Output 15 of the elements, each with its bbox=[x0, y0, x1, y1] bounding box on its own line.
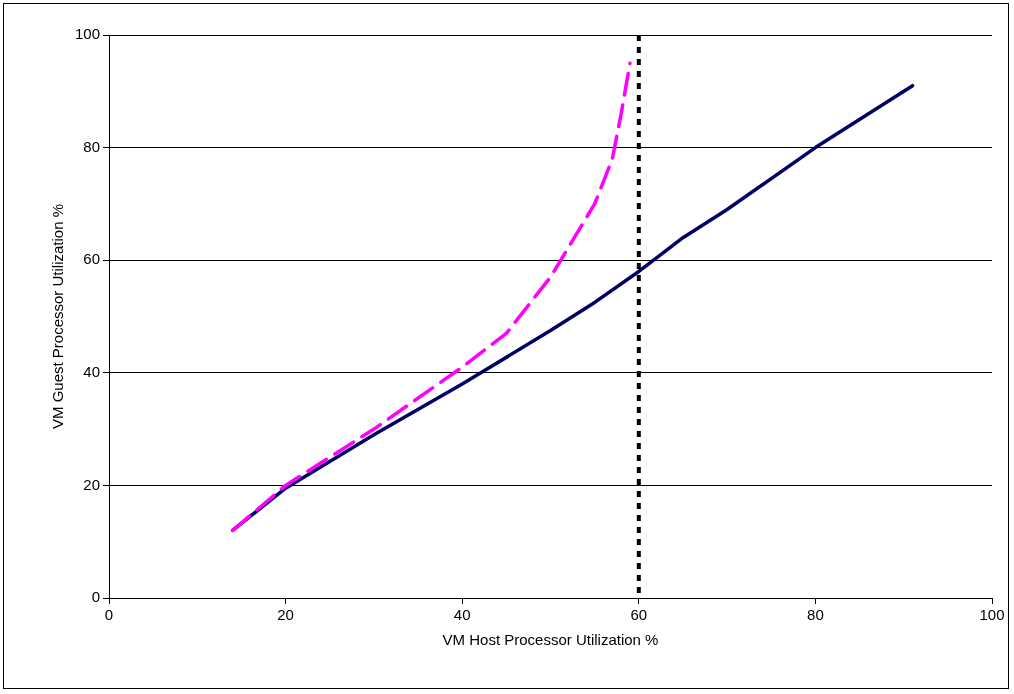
x-tick-label: 20 bbox=[277, 606, 294, 624]
x-tick-label: 80 bbox=[807, 606, 824, 624]
y-tick-label: 0 bbox=[91, 588, 101, 606]
y-axis-title: VM Guest Processor Utilization % bbox=[49, 203, 67, 430]
y-tick-label: 20 bbox=[83, 475, 101, 493]
x-tick-label: 60 bbox=[630, 606, 648, 624]
y-tick-label: 100 bbox=[75, 25, 101, 43]
x-axis-title: VM Host Processor Utilization % bbox=[442, 631, 659, 649]
x-tick-label: 40 bbox=[453, 606, 471, 624]
y-tick-label: 60 bbox=[83, 250, 101, 268]
y-tick-label: 40 bbox=[83, 362, 101, 380]
y-tick-label: 80 bbox=[83, 137, 101, 155]
x-tick-label: 100 bbox=[979, 606, 1005, 624]
x-tick-label: 0 bbox=[104, 606, 114, 624]
line-series bbox=[230, 61, 632, 533]
